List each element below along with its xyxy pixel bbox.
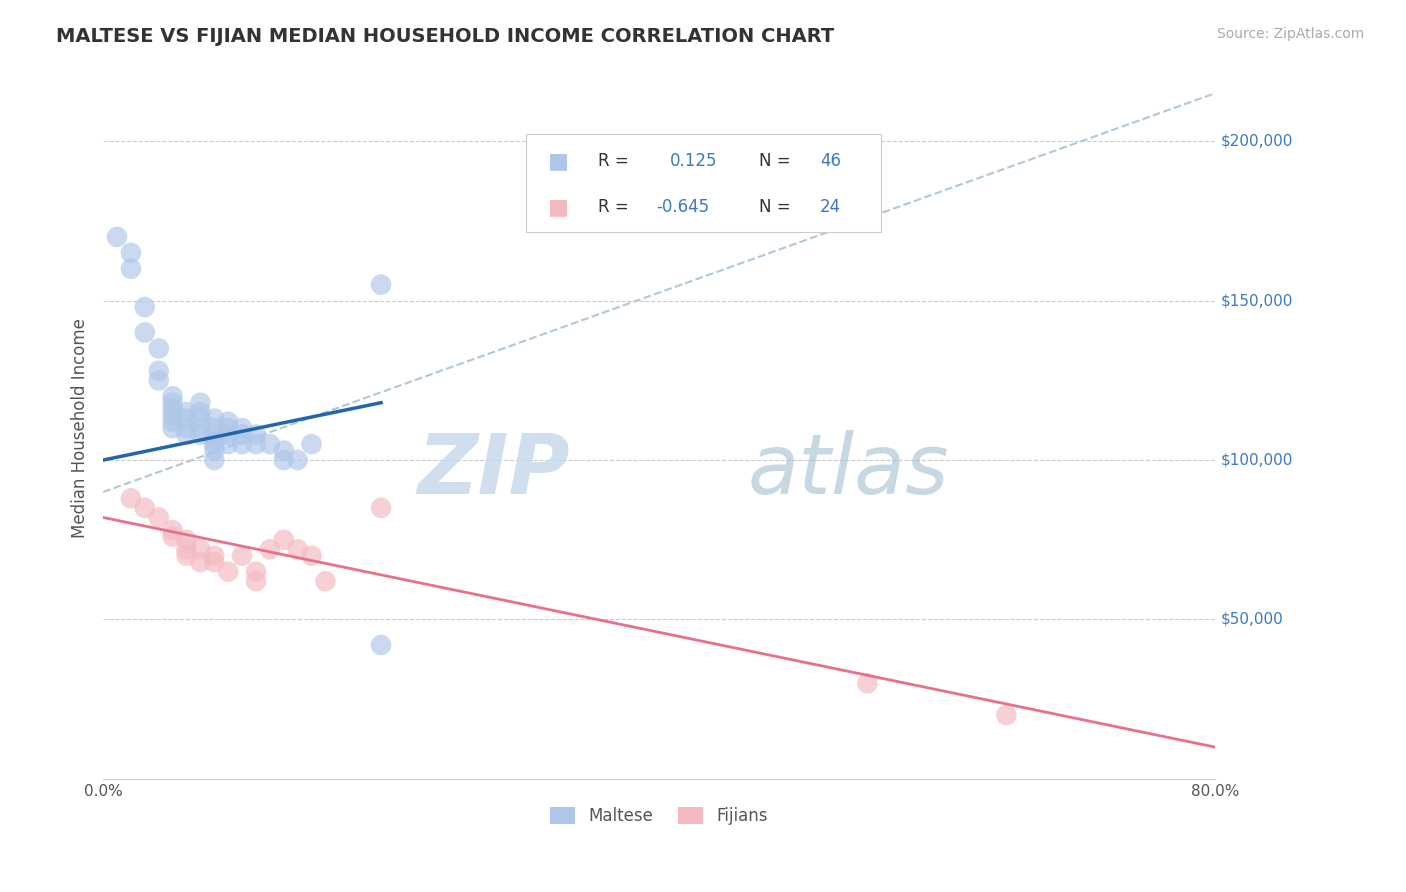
Point	[120, 245, 142, 260]
Text: MALTESE VS FIJIAN MEDIAN HOUSEHOLD INCOME CORRELATION CHART: MALTESE VS FIJIAN MEDIAN HOUSEHOLD INCOM…	[56, 27, 835, 45]
Point	[148, 510, 170, 524]
Point	[370, 277, 392, 292]
Point	[273, 453, 295, 467]
Point	[162, 523, 184, 537]
Point	[148, 342, 170, 356]
Point	[162, 415, 184, 429]
Point	[856, 676, 879, 690]
Point	[202, 549, 225, 563]
Point	[217, 415, 239, 429]
Point	[190, 427, 212, 442]
Text: $150,000: $150,000	[1220, 293, 1292, 308]
Point	[259, 437, 281, 451]
Text: -0.645: -0.645	[657, 198, 710, 216]
Text: ZIP: ZIP	[418, 430, 569, 511]
Point	[202, 421, 225, 435]
Text: $200,000: $200,000	[1220, 134, 1292, 149]
Point	[162, 409, 184, 423]
Point	[176, 542, 198, 557]
Text: $100,000: $100,000	[1220, 452, 1292, 467]
Point	[231, 421, 253, 435]
Text: R =: R =	[598, 198, 628, 216]
Point	[259, 542, 281, 557]
Point	[162, 421, 184, 435]
Point	[148, 364, 170, 378]
Point	[190, 542, 212, 557]
Point	[190, 421, 212, 435]
Point	[202, 453, 225, 467]
Point	[202, 434, 225, 448]
Point	[245, 437, 267, 451]
Point	[162, 530, 184, 544]
Point	[162, 395, 184, 409]
Point	[148, 373, 170, 387]
Point	[176, 421, 198, 435]
Point	[162, 402, 184, 417]
Point	[217, 437, 239, 451]
Point	[176, 549, 198, 563]
Point	[301, 437, 323, 451]
Point	[190, 405, 212, 419]
Text: ■: ■	[548, 197, 569, 218]
Point	[231, 549, 253, 563]
Point	[190, 555, 212, 569]
Point	[134, 500, 156, 515]
Point	[176, 405, 198, 419]
Point	[176, 427, 198, 442]
Text: R =: R =	[598, 152, 628, 170]
FancyBboxPatch shape	[526, 134, 882, 232]
Point	[202, 437, 225, 451]
Point	[120, 261, 142, 276]
Point	[105, 230, 128, 244]
Point	[301, 549, 323, 563]
Text: ■: ■	[548, 151, 569, 171]
Point	[134, 326, 156, 340]
Text: 24: 24	[820, 198, 841, 216]
Point	[245, 427, 267, 442]
Point	[995, 708, 1018, 723]
Point	[202, 427, 225, 442]
Point	[287, 453, 309, 467]
Point	[176, 533, 198, 547]
Point	[287, 542, 309, 557]
Point	[217, 427, 239, 442]
Point	[202, 555, 225, 569]
Text: N =: N =	[759, 152, 790, 170]
Text: Source: ZipAtlas.com: Source: ZipAtlas.com	[1216, 27, 1364, 41]
Text: $50,000: $50,000	[1220, 612, 1284, 627]
Point	[231, 427, 253, 442]
Point	[273, 533, 295, 547]
Point	[231, 437, 253, 451]
Point	[176, 411, 198, 425]
Point	[134, 300, 156, 314]
Y-axis label: Median Household Income: Median Household Income	[72, 318, 89, 538]
Point	[202, 443, 225, 458]
Text: atlas: atlas	[748, 430, 949, 511]
Point	[370, 638, 392, 652]
Point	[245, 565, 267, 579]
Point	[190, 395, 212, 409]
Point	[273, 443, 295, 458]
Text: 46: 46	[820, 152, 841, 170]
Point	[217, 565, 239, 579]
Point	[162, 389, 184, 403]
Point	[217, 421, 239, 435]
Point	[120, 491, 142, 506]
Text: N =: N =	[759, 198, 790, 216]
Point	[314, 574, 336, 589]
Point	[245, 574, 267, 589]
Point	[370, 500, 392, 515]
Legend: Maltese, Fijians: Maltese, Fijians	[541, 799, 776, 834]
Point	[202, 411, 225, 425]
Point	[190, 411, 212, 425]
Text: 0.125: 0.125	[671, 152, 717, 170]
